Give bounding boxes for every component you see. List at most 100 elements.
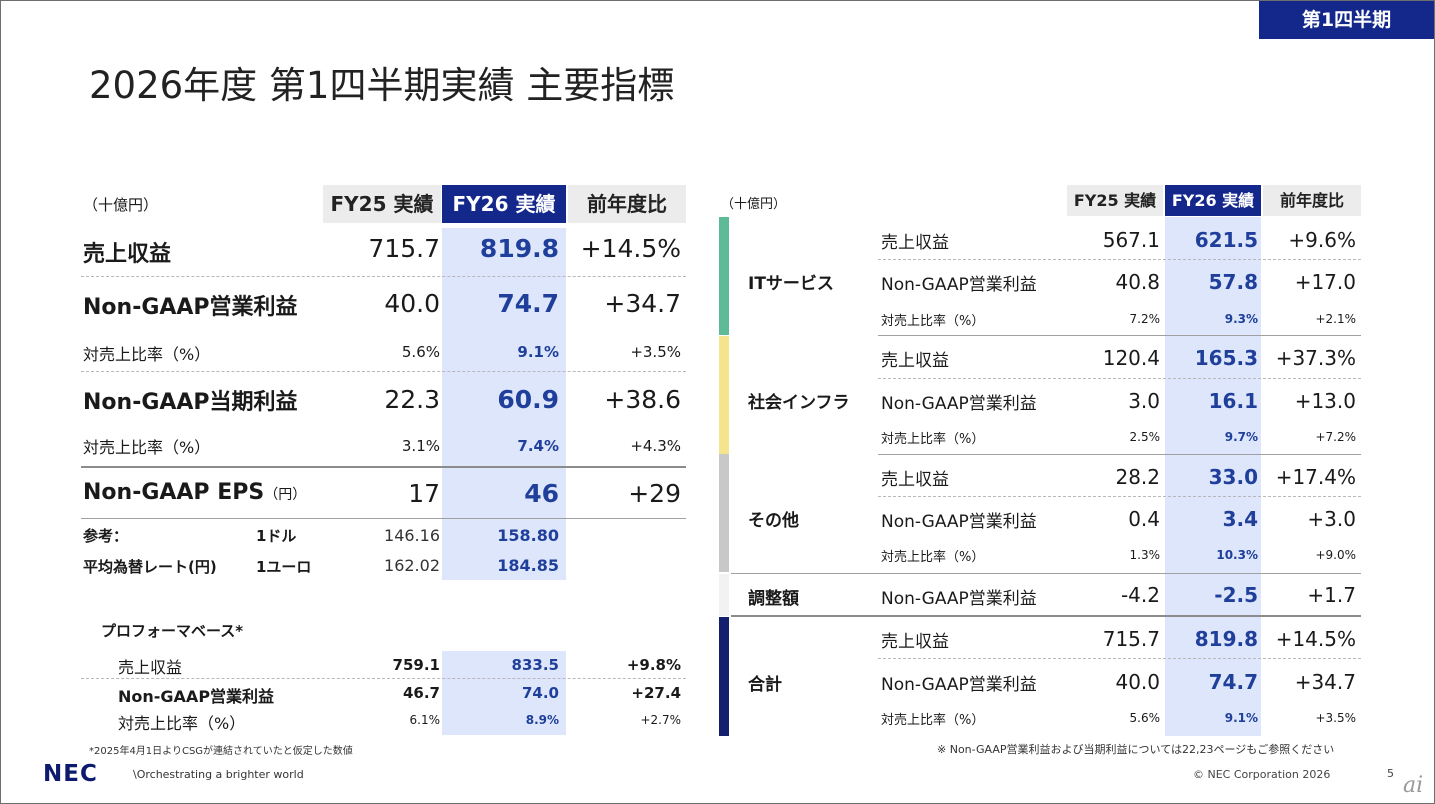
proforma-row-fy26: 8.9% [525,713,559,727]
seg-row-fy26: 74.7 [1208,670,1258,694]
seg-row-fy25: 715.7 [1102,627,1160,651]
page-number: 5 [1387,767,1394,780]
left-row-label: Non-GAAP当期利益 [83,390,298,415]
left-row-fy25: 715.7 [368,234,440,263]
proforma-row-fy25: 6.1% [409,713,441,727]
proforma-row-fy26: 833.5 [511,656,559,674]
left-row-yoy: +14.5% [580,234,681,263]
proforma-row-fy25: 46.7 [402,684,440,702]
seg-row-fy26: 621.5 [1194,228,1258,252]
fx-fy26: 184.85 [497,556,559,575]
proforma-row-label: 売上収益 [118,658,183,677]
left-row-label: Non-GAAP営業利益 [83,295,298,320]
row-divider [878,496,1361,497]
nec-logo: NEC [43,761,98,787]
seg-row-fy26: 9.7% [1224,430,1258,444]
section-divider [731,615,1361,617]
proforma-footnote: *2025年4月1日よりCSGが連結されていたと仮定した数値 [89,746,353,757]
row-divider [878,259,1361,260]
seg-row-label: Non-GAAP営業利益 [881,394,1037,414]
eps-unit: （円） [264,487,307,503]
left-row-fy26: 7.4% [517,437,559,455]
seg-row-fy26: 10.3% [1216,548,1258,562]
section-divider [878,335,1361,336]
segment-bar-total [719,617,729,736]
seg-row-fy26: 33.0 [1208,465,1258,489]
section-divider [731,573,1361,574]
proforma-row-yoy: +27.4 [631,684,681,702]
segment-name: その他 [748,511,799,531]
seg-row-fy26: 3.4 [1222,507,1258,531]
row-divider [878,658,1361,659]
seg-row-fy25: 28.2 [1115,465,1160,489]
right-header-yoy: 前年度比 [1263,185,1361,216]
left-row-fy25: 3.1% [401,437,440,455]
proforma-row-yoy: +9.8% [626,656,681,674]
left-header-yoy: 前年度比 [568,185,686,223]
seg-row-fy25: 3.0 [1128,389,1160,413]
fy26-highlight-band [442,228,566,580]
seg-row-fy25: 567.1 [1102,228,1160,252]
segment-name: 社会インフラ [748,393,850,413]
seg-row-fy25: 2.5% [1129,430,1161,444]
row-divider [878,378,1361,379]
fx-fy25: 162.02 [384,556,440,575]
eps-label: Non-GAAP EPS [83,480,265,505]
seg-row-fy25: -4.2 [1120,583,1160,607]
left-row-fy26: 9.1% [517,343,559,361]
seg-row-label: 対売上比率（%） [881,314,985,329]
seg-row-fy26: 16.1 [1208,389,1258,413]
seg-row-fy26: 57.8 [1208,270,1258,294]
seg-row-label: 対売上比率（%） [881,713,985,728]
quarter-tag: 第1四半期 [1259,1,1434,39]
seg-row-label: 売上収益 [881,632,949,652]
seg-row-fy25: 1.3% [1129,548,1161,562]
row-divider [81,276,686,277]
left-row-yoy: +4.3% [630,437,681,455]
fx-currency: 1ユーロ [256,558,312,576]
seg-row-fy25: 5.6% [1129,711,1161,725]
left-row-fy26: 46 [524,479,559,508]
segment-name: 調整額 [748,589,799,609]
segment-bar-adjust [719,574,729,616]
left-row-label: Non-GAAP EPS（円） [83,480,306,505]
left-row-yoy: +3.5% [630,343,681,361]
left-row-fy25: 17 [408,479,440,508]
left-row-fy26: 74.7 [497,289,559,318]
seg-row-fy25: 7.2% [1129,312,1161,326]
seg-row-label: 売上収益 [881,351,949,371]
left-row-label: 売上収益 [83,242,172,267]
seg-row-yoy: +14.5% [1275,627,1356,651]
proforma-row-fy25: 759.1 [392,656,440,674]
row-divider [81,371,686,372]
seg-row-label: 対売上比率（%） [881,432,985,447]
right-unit-label: （十億円） [721,197,787,212]
footer-tagline: \Orchestrating a brighter world [133,768,304,781]
seg-row-fy26: 9.3% [1224,312,1258,326]
left-row-yoy: +38.6 [604,385,681,414]
seg-row-fy25: 40.0 [1115,670,1160,694]
seg-row-label: 対売上比率（%） [881,550,985,565]
right-header-fy26: FY26 実績 [1165,185,1261,216]
seg-row-yoy: +1.7 [1307,583,1356,607]
right-footnote: ※ Non-GAAP営業利益および当期利益については22,23ページもご参照くだ… [937,743,1335,756]
seg-row-fy25: 40.8 [1115,270,1160,294]
proforma-row-fy26: 74.0 [521,684,559,702]
proforma-row-yoy: +2.7% [640,713,681,727]
seg-row-yoy: +17.4% [1275,465,1356,489]
fx-currency: 1ドル [256,527,297,545]
left-row-fy25: 5.6% [401,343,440,361]
left-header-fy26: FY26 実績 [442,185,566,223]
seg-row-fy25: 120.4 [1102,346,1160,370]
left-row-fy26: 819.8 [479,234,559,263]
right-header-fy25: FY25 実績 [1067,185,1163,216]
fx-fy25: 146.16 [384,526,440,545]
left-row-fy25: 22.3 [384,385,440,414]
section-divider [81,466,686,468]
left-row-label: 対売上比率（%） [83,438,211,457]
left-row-fy26: 60.9 [497,385,559,414]
left-row-yoy: +29 [628,479,681,508]
segment-bar-it [719,217,729,335]
fx-fy26: 158.80 [497,526,559,545]
